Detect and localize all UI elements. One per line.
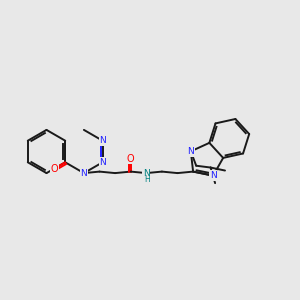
Text: N: N [188, 147, 194, 156]
Text: N: N [99, 158, 106, 167]
Text: O: O [127, 154, 134, 164]
Text: N: N [143, 169, 150, 178]
Text: N: N [80, 169, 87, 178]
Text: N: N [210, 171, 217, 180]
Text: H: H [144, 175, 150, 184]
Text: O: O [50, 164, 58, 174]
Text: N: N [99, 136, 106, 145]
